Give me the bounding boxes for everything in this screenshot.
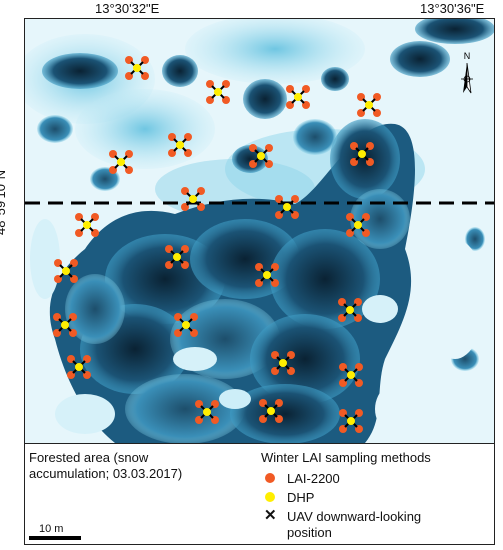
dhp-point (182, 321, 190, 329)
north-arrow-label: N (464, 51, 471, 61)
snow-gaps (30, 219, 485, 443)
sampling-plot (195, 400, 219, 424)
dhp-point (347, 371, 355, 379)
sampling-plot (206, 80, 230, 104)
sampling-plot (259, 399, 283, 423)
uav-label-line2: position (287, 525, 332, 540)
dhp-symbol (265, 492, 275, 502)
dhp-point (203, 408, 211, 416)
sampling-plot (350, 142, 374, 166)
dhp-point (173, 253, 181, 261)
sampling-plot (339, 363, 363, 387)
dhp-point (346, 306, 354, 314)
sampling-plot (125, 56, 149, 80)
dhp-point (263, 271, 271, 279)
sampling-plot (54, 259, 78, 283)
sampling-plot (338, 298, 362, 322)
sampling-plot (271, 351, 295, 375)
sampling-plot (255, 263, 279, 287)
sampling-plot (357, 93, 381, 117)
lai2200-symbol (265, 473, 275, 483)
map-canvas: N (25, 19, 494, 443)
dhp-point (267, 407, 275, 415)
sampling-plot (249, 144, 273, 168)
sampling-plot (165, 245, 189, 269)
dhp-point (279, 359, 287, 367)
dhp-point (75, 363, 83, 371)
scale-bar-label: 10 m (39, 523, 64, 535)
sampling-plot (168, 133, 192, 157)
sampling-plot (286, 85, 310, 109)
sampling-plot (181, 187, 205, 211)
dhp-point (358, 150, 366, 158)
sampling-plot (275, 195, 299, 219)
sampling-plots (53, 56, 381, 433)
area-label-line2: accumulation; 03.03.2017) (29, 466, 183, 481)
forest-canopy (49, 119, 416, 443)
sampling-plot (346, 213, 370, 237)
dhp-point (61, 321, 69, 329)
longitude-label-right: 13°30'36"E (420, 1, 485, 16)
sampling-plot (75, 213, 99, 237)
map-frame: N (24, 18, 495, 444)
dhp-point (83, 221, 91, 229)
dhp-point (62, 267, 70, 275)
methods-title: Winter LAI sampling methods (261, 450, 431, 465)
dhp-point (117, 158, 125, 166)
dhp-point (347, 417, 355, 425)
legend-panel: Forested area (snow accumulation; 03.03.… (24, 443, 495, 545)
north-arrow: N (461, 51, 473, 94)
sampling-plot (67, 355, 91, 379)
dhp-point (133, 64, 141, 72)
sampling-plot (109, 150, 133, 174)
scale-bar (29, 536, 81, 540)
dhp-point (365, 101, 373, 109)
sampling-plot (53, 313, 77, 337)
dhp-point (189, 195, 197, 203)
uav-label-line1: UAV downward-looking (287, 509, 422, 524)
sampling-plot (174, 313, 198, 337)
lai2200-label: LAI-2200 (287, 471, 340, 486)
uav-cross-symbol: ✕ (264, 507, 277, 524)
dhp-point (176, 141, 184, 149)
latitude-label: 48°59'10"N (0, 169, 9, 236)
dhp-label: DHP (287, 490, 315, 505)
dhp-point (294, 93, 302, 101)
dhp-point (283, 203, 291, 211)
area-label-line1: Forested area (snow (29, 450, 149, 465)
dhp-point (354, 221, 362, 229)
dhp-point (214, 88, 222, 96)
dhp-point (257, 152, 265, 160)
sampling-plot (339, 409, 363, 433)
longitude-label-left: 13°30'32"E (95, 1, 160, 16)
